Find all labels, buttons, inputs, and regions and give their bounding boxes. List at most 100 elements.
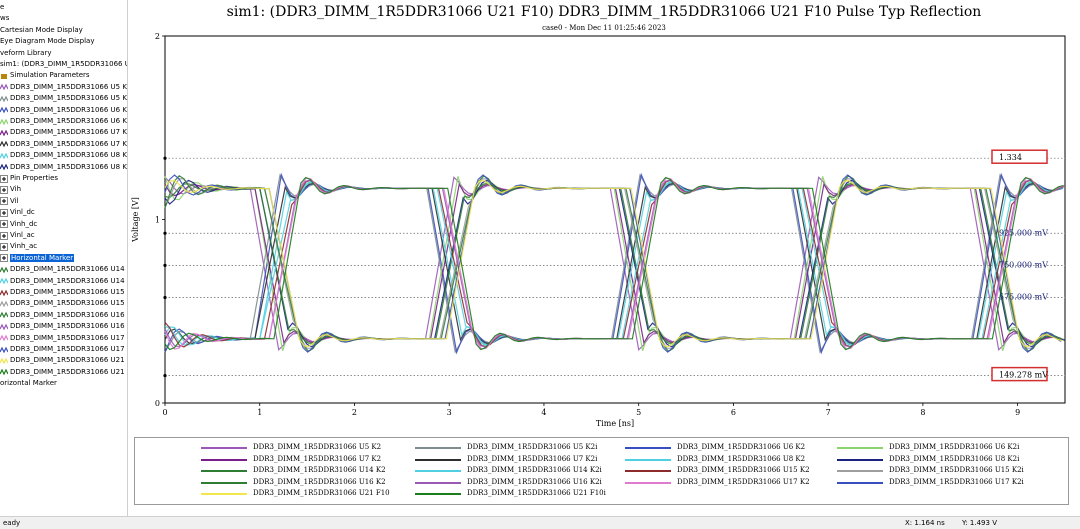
plot-subtitle: case0 - Mon Dec 11 01:25:46 2023 [542,24,666,32]
tree-item-label: Cartesian Mode Display [0,25,83,34]
tree-item[interactable]: DDR3_DIMM_1R5DDR31066 U5 K [0,93,127,104]
tree-item[interactable]: DDR3_DIMM_1R5DDR31066 U17 [0,333,125,344]
legend-swatch [201,481,247,484]
tree-item[interactable]: DDR3_DIMM_1R5DDR31066 U14 [0,264,125,275]
tree-item-label: e [0,3,5,11]
tree-item-label: veform Library [0,48,52,57]
legend-swatch [837,470,883,472]
tree-item[interactable]: DDR3_DIMM_1R5DDR31066 U6 K [0,105,127,116]
tree-item[interactable]: ws [0,13,9,24]
waveform-icon [0,106,9,114]
tree-item[interactable]: Horizontal Marker [0,253,75,264]
tree-item-label: Pin Properties [10,174,59,182]
legend-swatch [625,458,671,461]
waveform-icon [0,300,9,308]
tree-item-label: DDR3_DIMM_1R5DDR31066 U14 [10,265,125,274]
tree-item[interactable]: Vinl_dc [0,207,35,218]
x-tick-label: 4 [541,408,546,417]
tree-item-label: DDR3_DIMM_1R5DDR31066 U15 [10,299,125,308]
marker-handle[interactable] [163,374,167,378]
waveform-icon [0,163,9,171]
expand-icon [0,208,8,217]
marker-label-group[interactable]: 925.000 mV [163,228,1048,237]
tree-item-label: DDR3_DIMM_1R5DDR31066 U6 K [10,117,127,125]
legend-label: DDR3_DIMM_1R5DDR31066 U7 K2i [467,454,598,463]
y-tick-label: 2 [155,32,160,41]
tree-item[interactable]: Cartesian Mode Display [0,25,83,36]
x-tick-label: 1 [257,408,262,417]
tree-item[interactable]: orizontal Marker [0,378,57,389]
marker-value-label: 750.000 mV [999,260,1048,269]
marker-handle[interactable] [163,231,167,235]
marker-handle[interactable] [163,156,167,160]
x-axis-label: Time [ns] [596,419,634,428]
marker-value-box[interactable] [991,366,1048,382]
tree-item[interactable]: DDR3_DIMM_1R5DDR31066 U7 K [0,127,127,138]
tree-item[interactable]: DDR3_DIMM_1R5DDR31066 U21 [0,367,125,378]
legend-swatch [201,493,247,495]
y-tick-label: 1 [155,216,160,225]
tree-item[interactable]: DDR3_DIMM_1R5DDR31066 U16 [0,321,125,332]
waveform-line[interactable] [164,176,1064,351]
tree-item[interactable]: sim1: (DDR3_DIMM_1R5DDR31066 U [0,59,127,70]
tree-item[interactable]: DDR3_DIMM_1R5DDR31066 U15 [0,298,125,309]
marker-label-group[interactable]: 1.334 [163,149,1048,164]
tree-item-label: DDR3_DIMM_1R5DDR31066 U17 [10,333,125,342]
tree-item[interactable]: Pin Properties [0,173,58,184]
tree-item[interactable]: DDR3_DIMM_1R5DDR31066 U8 K [0,150,127,161]
marker-handle[interactable] [163,295,167,300]
marker-label-group[interactable]: 575.000 mV [163,292,1048,301]
marker-handle[interactable] [163,263,167,267]
waveform-line[interactable] [164,179,1063,348]
plot-title: sim1: (DDR3_DIMM_1R5DDR31066 U21 F10) DD… [226,4,982,20]
legend-label: DDR3_DIMM_1R5DDR31066 U16 K2i [467,477,602,486]
tree-item-label: DDR3_DIMM_1R5DDR31066 U5 K [10,94,127,103]
tree-item[interactable]: DDR3_DIMM_1R5DDR31066 U14 [0,276,125,287]
legend-swatch [415,447,461,449]
legend-label: DDR3_DIMM_1R5DDR31066 U21 F10i [467,489,606,497]
tree-item[interactable]: Simulation Parameters [0,70,90,81]
tree-item[interactable]: DDR3_DIMM_1R5DDR31066 U8 K [0,162,127,173]
legend-swatch [625,447,671,449]
tree-item[interactable]: Eye Diagram Mode Display [0,36,94,47]
tree-item[interactable]: Vinh_ac [0,241,37,252]
y-tick-label: 0 [155,399,160,408]
tree-item-label: Eye Diagram Mode Display [0,37,95,46]
tree-item[interactable]: veform Library [0,48,51,59]
x-tick-label: 5 [636,408,641,417]
tree-item-label: ws [0,14,10,23]
legend-swatch [415,481,461,484]
expand-icon [0,231,8,240]
tree-item-label: orizontal Marker [0,379,57,388]
tree-item-label: DDR3_DIMM_1R5DDR31066 U7 K [10,139,127,148]
marker-label-group[interactable]: 149.278 mV [163,366,1048,382]
tree-item[interactable]: DDR3_DIMM_1R5DDR31066 U17 [0,344,125,355]
legend-label: DDR3_DIMM_1R5DDR31066 U5 K2 [253,443,382,451]
legend-label: DDR3_DIMM_1R5DDR31066 U8 K2i [889,454,1020,463]
waveform-tree-panel[interactable]: e ws Cartesian Mode Display Eye Diagram Mod… [0,0,128,516]
waveform-icon [0,118,9,126]
tree-item[interactable]: DDR3_DIMM_1R5DDR31066 U7 K [0,139,127,150]
tree-item[interactable]: DDR3_DIMM_1R5DDR31066 U16 [0,310,125,321]
tree-item[interactable]: Vih [0,184,21,195]
legend-swatch [201,458,247,461]
tree-item-label: DDR3_DIMM_1R5DDR31066 U21 [10,356,125,365]
waveform-icon [0,266,9,274]
marker-value-box[interactable] [991,149,1048,164]
marker-value-label: 925.000 mV [999,228,1048,237]
tree-item[interactable]: Vinh_dc [0,219,37,230]
plot-area[interactable]: sim1: (DDR3_DIMM_1R5DDR31066 U21 F10) DD… [128,0,1080,516]
tree-item[interactable]: DDR3_DIMM_1R5DDR31066 U21 [0,355,125,366]
tree-item[interactable]: e [0,2,4,13]
tree-item[interactable]: Vil [0,196,19,207]
y-axis-label: Voltage [V] [131,197,140,243]
tree-item[interactable]: Vinl_ac [0,230,35,241]
marker-label-group[interactable]: 750.000 mV [163,260,1048,269]
tree-item[interactable]: DDR3_DIMM_1R5DDR31066 U15 [0,287,125,298]
tree-item[interactable]: DDR3_DIMM_1R5DDR31066 U6 K [0,116,127,127]
eye-diagram-chart[interactable]: 0 1 2 3 4 5 6 7 8 9 0 1 2 Time [ns] Voltage [V] 1.334 92… [128,0,1080,437]
tree-item[interactable]: DDR3_DIMM_1R5DDR31066 U5 K [0,82,127,93]
legend-swatch [837,481,883,484]
tree-item-label: DDR3_DIMM_1R5DDR31066 U5 K [10,82,127,91]
tree-item-label: DDR3_DIMM_1R5DDR31066 U8 K [10,162,127,171]
